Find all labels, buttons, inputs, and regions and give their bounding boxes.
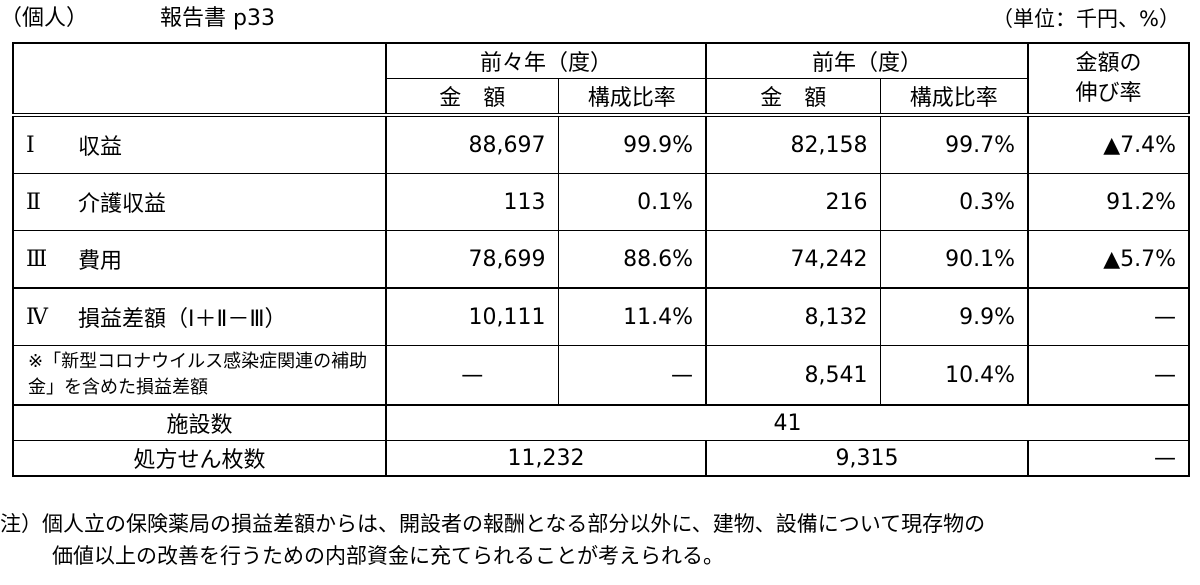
footnote: 注）個人立の保険薬局の損益差額からは、開設者の報酬となる部分以外に、建物、設備に… [0, 508, 1200, 572]
category-label: （個人） [0, 6, 89, 31]
table-row: Ⅳ 損益差額（Ⅰ＋Ⅱ－Ⅲ） 10,111 11.4% 8,132 9.9% — [12, 287, 1191, 346]
row-label: Ⅲ 費用 [12, 230, 387, 289]
prev-amount: 8,132 [705, 287, 881, 346]
prev2-amount: 78,699 [385, 230, 559, 289]
report-title: 報告書 p33 [160, 6, 275, 31]
growth-rate: — [1027, 287, 1191, 346]
financial-table: 前々年（度） 前年（度） 金額の 伸び率 金 額 構成比率 金 額 構成比率 Ⅰ… [12, 42, 1191, 477]
col-prev-year: 前年（度） [705, 42, 1029, 79]
row-name: 収益 [78, 135, 123, 160]
col-growth: 金額の 伸び率 [1027, 42, 1191, 117]
prescriptions-label: 処方せん枚数 [12, 440, 387, 477]
col-prev-ratio: 構成比率 [879, 78, 1029, 117]
prescriptions-growth: — [1027, 440, 1191, 477]
prev-amount: 216 [705, 173, 881, 231]
growth-rate: ▲5.7% [1027, 230, 1191, 289]
col-growth-line1: 金額の [1075, 50, 1142, 76]
subsidy-row: ※「新型コロナウイルス感染症関連の補助金」を含めた損益差額 — — 8,541 … [12, 345, 1191, 406]
row-label: Ⅳ 損益差額（Ⅰ＋Ⅱ－Ⅲ） [12, 287, 387, 346]
prev-amount: 74,242 [705, 230, 881, 289]
row-number: Ⅳ [26, 304, 48, 330]
header-row-2: 金 額 構成比率 金 額 構成比率 [13, 78, 1189, 117]
header-blank-cell [12, 42, 387, 117]
table-row: Ⅲ 費用 78,699 88.6% 74,242 90.1% ▲5.7% [12, 230, 1191, 289]
prescriptions-row: 処方せん枚数 11,232 9,315 — [12, 440, 1191, 477]
col-prev2-year: 前々年（度） [384, 42, 707, 79]
prev-ratio: 10.4% [879, 345, 1029, 406]
prev2-ratio: 88.6% [557, 230, 707, 289]
row-name: 損益差額（Ⅰ＋Ⅱ－Ⅲ） [78, 307, 287, 332]
prescriptions-prev2: 11,232 [384, 440, 707, 477]
prev-ratio: 90.1% [879, 230, 1029, 289]
row-number: Ⅲ [26, 246, 48, 272]
facilities-value: 41 [384, 404, 1191, 441]
footnote-line2: 価値以上の改善を行うための内部資金に充てられることが考えられる。 [52, 544, 724, 568]
row-number: Ⅱ [26, 189, 41, 215]
prev2-ratio: 11.4% [557, 287, 707, 346]
prev-amount: 8,541 [705, 345, 881, 406]
facilities-row: 施設数 41 [12, 404, 1191, 441]
row-label: Ⅰ 収益 [12, 114, 387, 174]
prev2-amount: 10,111 [385, 287, 559, 346]
growth-rate: — [1027, 345, 1191, 406]
prev2-amount: — [385, 345, 559, 406]
prev-ratio: 9.9% [879, 287, 1029, 346]
facilities-label: 施設数 [12, 404, 387, 441]
growth-rate: 91.2% [1027, 173, 1191, 231]
prev-ratio: 99.7% [879, 114, 1029, 174]
subsidy-label: ※「新型コロナウイルス感染症関連の補助金」を含めた損益差額 [12, 345, 387, 406]
row-name: 介護収益 [78, 192, 167, 217]
prev2-ratio: 99.9% [557, 114, 707, 174]
footnote-line1: 注）個人立の保険薬局の損益差額からは、開設者の報酬となる部分以外に、建物、設備に… [0, 512, 986, 536]
col-growth-line2: 伸び率 [1075, 80, 1142, 106]
table-row: Ⅱ 介護収益 113 0.1% 216 0.3% 91.2% [12, 173, 1191, 231]
prescriptions-prev: 9,315 [705, 440, 1029, 477]
prev2-ratio: — [557, 345, 707, 406]
col-prev2-amount: 金 額 [385, 78, 559, 117]
row-label: Ⅱ 介護収益 [12, 173, 387, 231]
prev-ratio: 0.3% [879, 173, 1029, 231]
prev2-ratio: 0.1% [557, 173, 707, 231]
col-prev2-ratio: 構成比率 [557, 78, 707, 117]
col-prev-amount: 金 額 [705, 78, 881, 117]
header-row-1: 前々年（度） 前年（度） 金額の 伸び率 [12, 42, 1191, 117]
prev2-amount: 88,697 [385, 114, 559, 174]
prev-amount: 82,158 [705, 114, 881, 174]
growth-rate: ▲7.4% [1027, 114, 1191, 174]
row-name: 費用 [78, 249, 123, 274]
prev2-amount: 113 [385, 173, 559, 231]
unit-label: （単位：千円、%） [992, 7, 1180, 31]
table-row: Ⅰ 収益 88,697 99.9% 82,158 99.7% ▲7.4% [12, 114, 1191, 174]
row-number: Ⅰ [26, 132, 35, 158]
